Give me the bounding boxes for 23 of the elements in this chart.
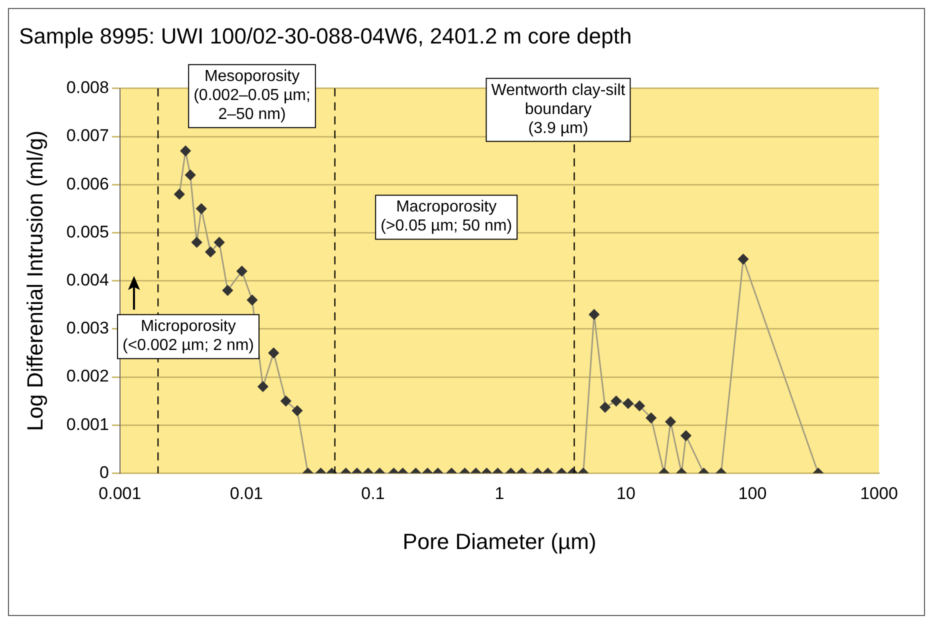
x-tick-label: 1 [494, 484, 504, 504]
x-tick-label: 0.001 [98, 484, 142, 504]
x-tick-label: 100 [738, 484, 767, 504]
y-axis-title: Log Differential Intrusion (ml/g) [22, 130, 48, 432]
ref-line-label: Wentworth clay-silt boundary (3.9 µm) [491, 82, 626, 137]
annotation: Mesoporosity (0.002–0.05 µm; 2–50 nm) [194, 68, 310, 123]
x-tick-label: 0.01 [230, 484, 263, 504]
y-tick-label: 0.004 [66, 270, 109, 290]
y-tick-label: 0.006 [66, 174, 109, 194]
x-axis-title: Pore Diameter (µm) [402, 528, 596, 554]
chart-title: Sample 8995: UWI 100/02-30-088-04W6, 2401.2 m core depth [19, 23, 632, 48]
y-tick-label: 0.005 [66, 222, 109, 242]
annotation: Macroporosity (>0.05 µm; 50 nm) [380, 198, 512, 235]
x-tick-label: 10 [616, 484, 636, 504]
y-tick-label: 0.002 [66, 366, 109, 386]
x-tick-label: 1000 [860, 484, 898, 504]
x-tick-label: 0.1 [361, 484, 385, 504]
y-tick-label: 0.003 [66, 318, 109, 338]
y-tick-label: 0 [99, 462, 109, 482]
y-tick-label: 0.008 [66, 78, 109, 98]
y-tick-label: 0.007 [66, 126, 109, 146]
y-tick-label: 0.001 [66, 414, 109, 434]
annotation: Microporosity (<0.002 µm; 2 nm) [122, 318, 254, 354]
